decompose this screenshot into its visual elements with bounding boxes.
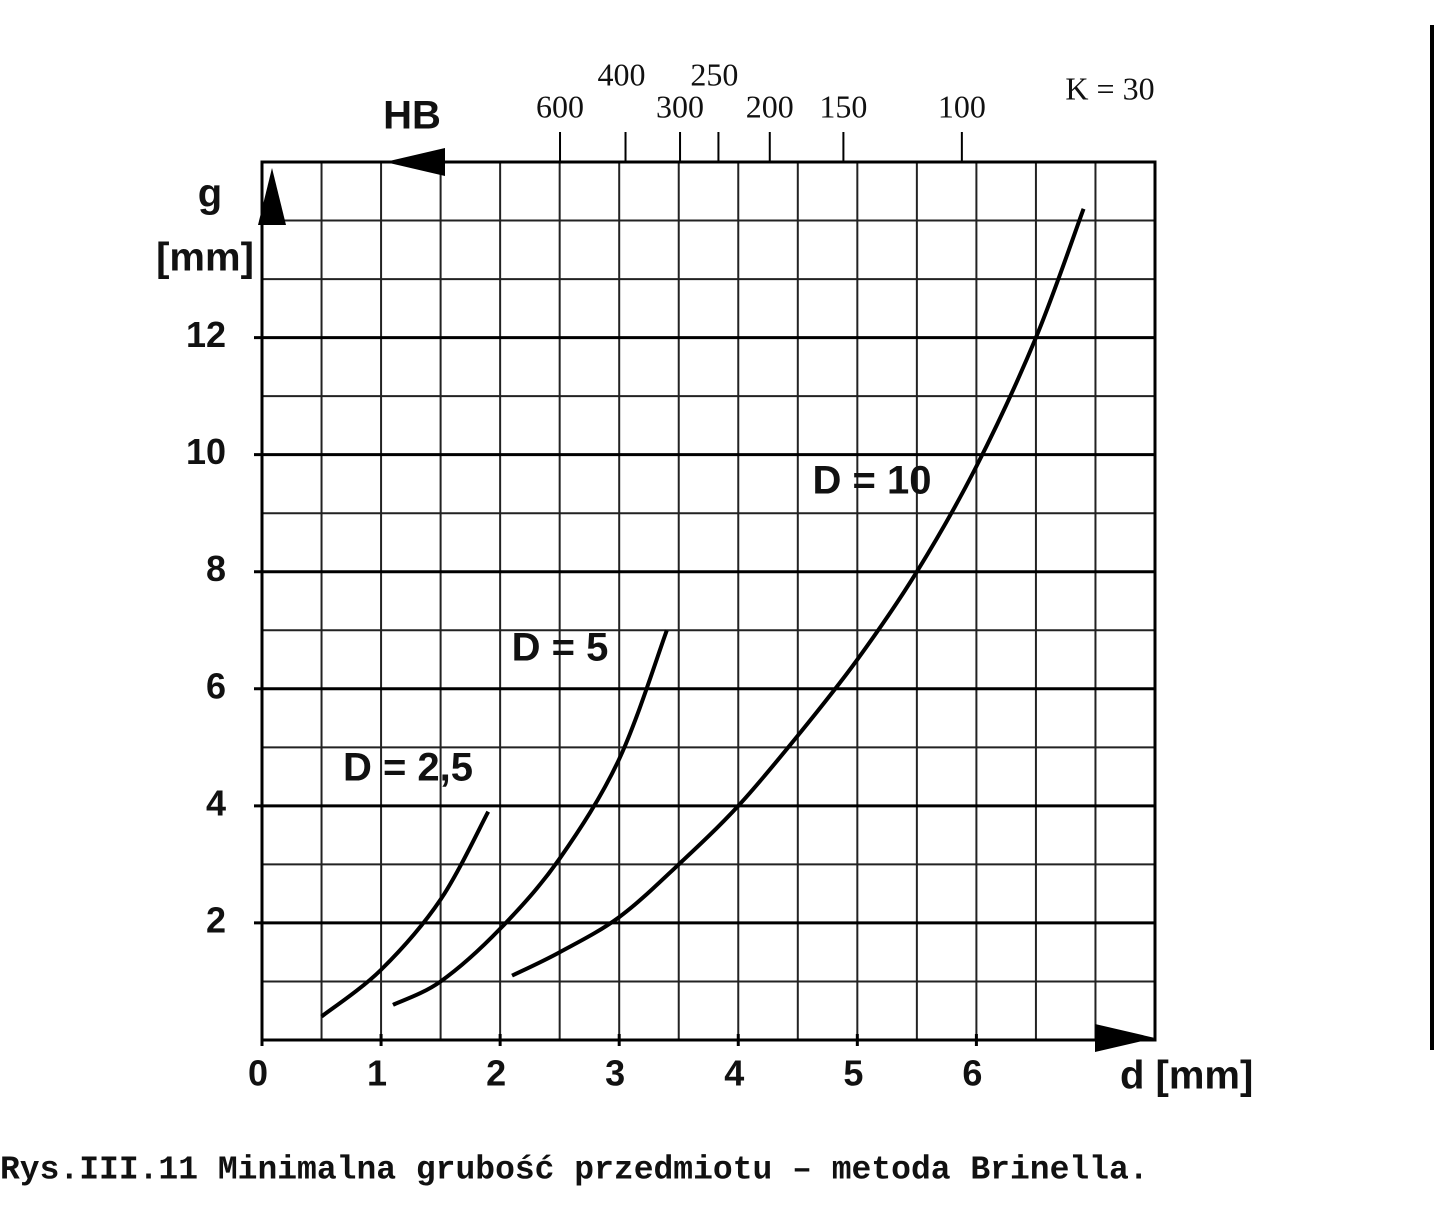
y-tick-label: 12: [186, 314, 226, 355]
hb-tick-label: 600: [536, 88, 584, 124]
x-axis-arrow: [1095, 1024, 1155, 1052]
y-axis-label: g: [198, 172, 222, 216]
y-tick-label: 2: [206, 899, 226, 940]
x-tick-label: 2: [486, 1053, 506, 1094]
y-tick-label: 10: [186, 431, 226, 472]
y-axis-arrow: [258, 168, 286, 225]
chart-caption: Rys.III.11 Minimalna grubość przedmiotu …: [0, 1152, 1149, 1189]
y-axis-label: [mm]: [156, 236, 254, 280]
x-tick-label: 0: [248, 1053, 268, 1094]
curve-label: D = 2,5: [343, 746, 473, 790]
curve: [392, 629, 669, 1007]
hb-tick-label: 250: [690, 56, 738, 92]
x-tick-label: 6: [962, 1053, 982, 1094]
y-tick-label: 8: [206, 548, 226, 589]
curve-label: D = 10: [813, 459, 932, 503]
hb-tick-label: 300: [656, 88, 704, 124]
y-tick-label: 6: [206, 665, 226, 706]
hb-tick-label: 400: [598, 56, 646, 92]
curve-label: D = 5: [512, 626, 609, 670]
hb-axis-arrow: [385, 148, 445, 176]
x-tick-label: 5: [843, 1053, 863, 1094]
hb-tick-label: 200: [746, 88, 794, 124]
x-tick-label: 1: [367, 1053, 387, 1094]
curve: [320, 810, 490, 1019]
x-tick-label: 3: [605, 1053, 625, 1094]
y-tick-label: 4: [206, 782, 226, 823]
hb-axis-label: HB: [383, 94, 441, 138]
plot-frame: [260, 160, 1157, 1042]
curve: [511, 208, 1086, 978]
x-tick-label: 4: [724, 1053, 744, 1094]
hb-axis-note: K = 30: [1065, 70, 1154, 106]
hb-tick-label: 150: [819, 88, 867, 124]
hb-tick-label: 100: [938, 88, 986, 124]
x-axis-label: d [mm]: [1120, 1054, 1253, 1098]
